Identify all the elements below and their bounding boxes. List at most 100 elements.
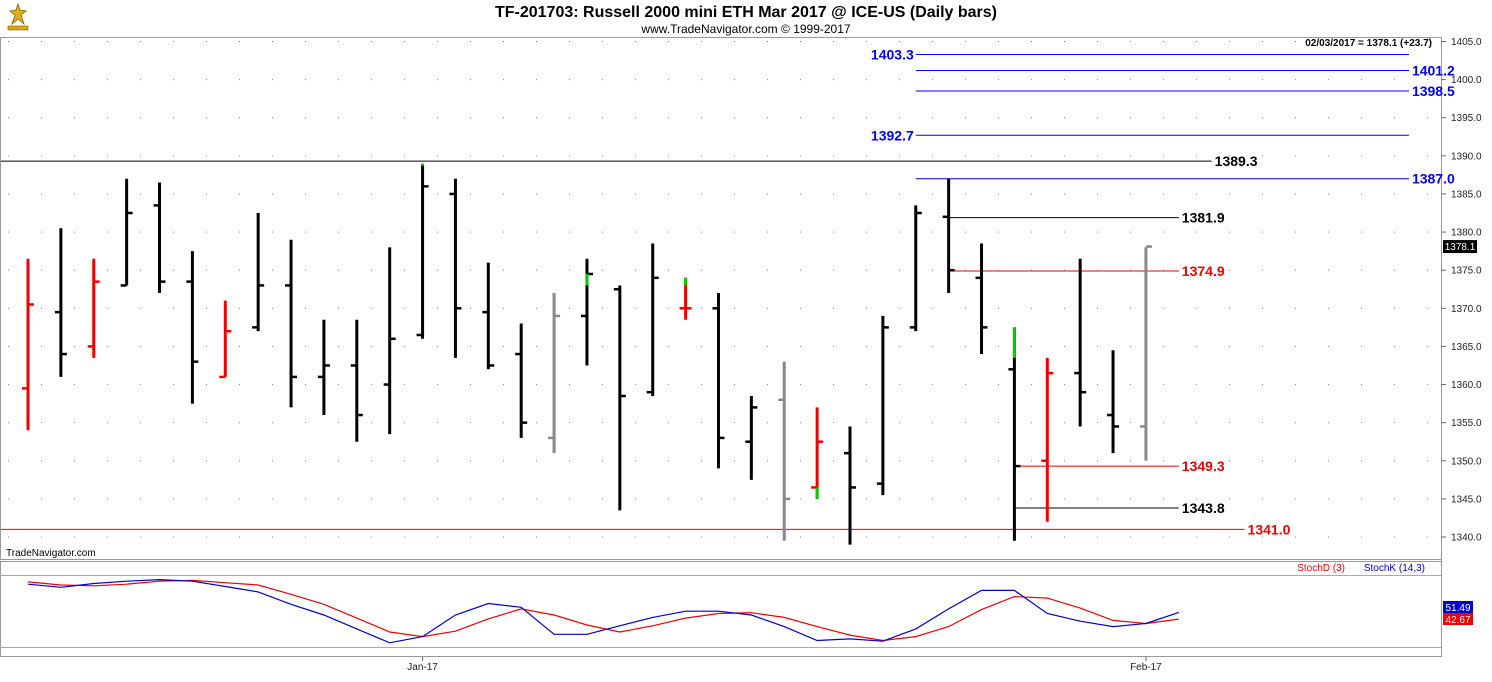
grid-dot	[8, 460, 9, 462]
grid-dot	[569, 384, 570, 386]
grid-dot	[866, 384, 867, 386]
grid-dot	[734, 307, 735, 309]
grid-dot	[536, 41, 537, 42]
grid-dot	[536, 231, 537, 233]
grid-dot	[1328, 384, 1329, 386]
grid-dot	[437, 155, 438, 157]
grid-dot	[1427, 41, 1428, 42]
grid-dot	[965, 384, 966, 386]
grid-dot	[1328, 41, 1329, 42]
ohlc-bar	[1008, 327, 1021, 541]
ohlc-bar	[580, 258, 593, 366]
grid-dot	[1295, 269, 1296, 271]
grid-dot	[206, 384, 207, 386]
grid-dot	[173, 460, 174, 462]
grid-dot	[1394, 460, 1395, 462]
ohlc-bar	[646, 243, 659, 396]
grid-dot	[1064, 536, 1065, 538]
grid-dot	[1394, 231, 1395, 233]
grid-dot	[668, 155, 669, 157]
grid-dot	[1163, 460, 1164, 462]
grid-dot	[1295, 460, 1296, 462]
grid-dot	[635, 384, 636, 386]
grid-dot	[602, 345, 603, 347]
grid-dot	[1262, 269, 1263, 271]
grid-dot	[1394, 384, 1395, 386]
grid-dot	[635, 193, 636, 195]
grid-dot	[371, 498, 372, 500]
grid-dot	[1196, 307, 1197, 309]
grid-dot	[701, 345, 702, 347]
grid-dot	[833, 231, 834, 233]
grid-dot	[503, 79, 504, 81]
price-axis: 1340.0 1345.0 1350.0 1355.0 1360.0 1365.0 1370…	[1441, 37, 1482, 544]
grid-dot	[1361, 117, 1362, 119]
grid-dot	[800, 193, 801, 195]
grid-dot	[371, 117, 372, 119]
grid-dot	[1031, 79, 1032, 81]
grid-dot	[536, 193, 537, 195]
grid-dot	[1163, 498, 1164, 500]
grid-dot	[734, 79, 735, 81]
grid-dot	[239, 460, 240, 462]
watermark-text: TradeNavigator.com	[6, 548, 96, 559]
grid-dot	[1328, 536, 1329, 538]
grid-dot	[734, 231, 735, 233]
grid-dot	[140, 307, 141, 309]
grid-dot	[437, 193, 438, 195]
grid-dot	[833, 384, 834, 386]
grid-dot	[140, 269, 141, 271]
grid-dot	[1427, 307, 1428, 309]
grid-dot	[965, 422, 966, 424]
grid-dot	[1328, 193, 1329, 195]
grid-dot	[965, 307, 966, 309]
grid-dot	[173, 536, 174, 538]
grid-dot	[833, 193, 834, 195]
grid-dot	[305, 79, 306, 81]
grid-dot	[1196, 345, 1197, 347]
grid-dot	[701, 193, 702, 195]
grid-dot	[1163, 422, 1164, 424]
grid-dot	[668, 498, 669, 500]
grid-dot	[734, 422, 735, 424]
ohlc-bar	[350, 319, 363, 442]
grid-dot	[998, 117, 999, 119]
grid-dot	[503, 384, 504, 386]
ohlc-bar	[22, 258, 34, 431]
ohlc-bar	[416, 163, 429, 339]
grid-dot	[206, 155, 207, 157]
grid-dot	[1394, 536, 1395, 538]
grid-dot	[371, 193, 372, 195]
grid-dot	[1031, 155, 1032, 157]
grid-dot	[1427, 498, 1428, 500]
grid-dot	[635, 498, 636, 500]
date-axis: Jan-17 Feb-17	[407, 657, 1162, 673]
chart-subtitle: www.TradeNavigator.com © 1999-2017	[640, 22, 850, 36]
grid-dot	[305, 231, 306, 233]
grid-dot	[932, 117, 933, 119]
level-label: 1392.7	[871, 127, 914, 143]
grid-dot	[8, 498, 9, 500]
grid-dot	[437, 384, 438, 386]
grid-dot	[833, 460, 834, 462]
grid-dot	[272, 536, 273, 538]
grid-dot	[503, 41, 504, 42]
x-tick-label: Feb-17	[1130, 662, 1162, 673]
grid-dot	[239, 79, 240, 81]
grid-dot	[965, 498, 966, 500]
grid-dot	[8, 41, 9, 42]
grid-dot	[107, 536, 108, 538]
grid-dot	[1262, 79, 1263, 81]
grid-dot	[635, 422, 636, 424]
grid-dot	[1427, 193, 1428, 195]
grid-dot	[1295, 345, 1296, 347]
grid-dot	[1328, 307, 1329, 309]
grid-dot	[1361, 41, 1362, 42]
grid-dot	[1328, 498, 1329, 500]
grid-dot	[767, 422, 768, 424]
grid-dot	[404, 498, 405, 500]
ohlc-bar	[811, 407, 824, 499]
grid-dot	[1295, 231, 1296, 233]
grid-dot	[239, 307, 240, 309]
